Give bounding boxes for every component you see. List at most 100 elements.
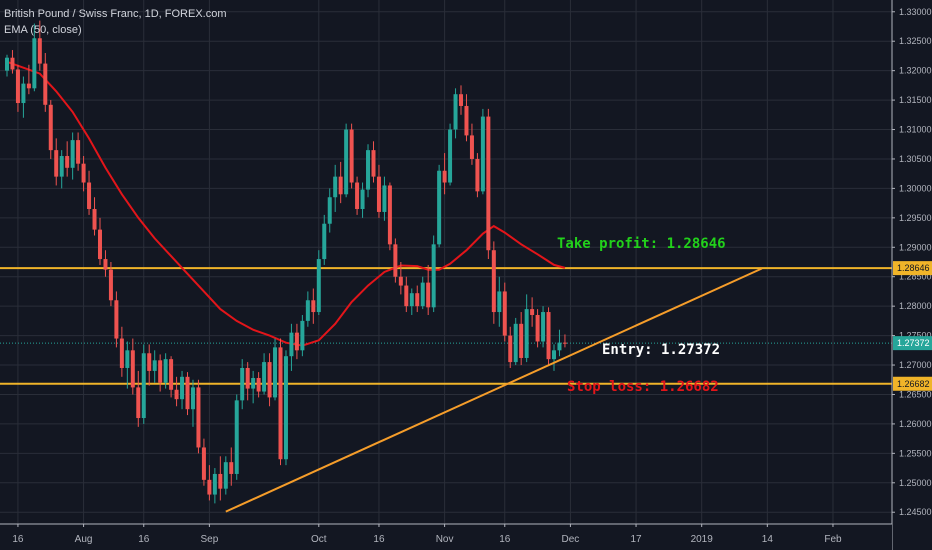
candle[interactable]: [97, 217, 102, 265]
candle[interactable]: [169, 356, 174, 398]
candle[interactable]: [338, 161, 343, 204]
stop-loss-level-price-tag[interactable]: 1.26682: [893, 376, 932, 391]
candle[interactable]: [87, 170, 92, 215]
candle[interactable]: [163, 353, 168, 389]
candle[interactable]: [322, 214, 327, 265]
candle[interactable]: [207, 465, 212, 501]
candle[interactable]: [431, 235, 436, 313]
candle[interactable]: [108, 262, 113, 307]
candle[interactable]: [371, 141, 376, 183]
candle[interactable]: [15, 64, 20, 112]
support-trendline[interactable]: [225, 267, 763, 513]
candle[interactable]: [136, 370, 141, 427]
candle[interactable]: [92, 197, 97, 236]
candle[interactable]: [180, 370, 185, 410]
candle[interactable]: [502, 282, 507, 342]
candle[interactable]: [174, 376, 179, 407]
candle[interactable]: [229, 447, 234, 486]
candle[interactable]: [464, 94, 469, 142]
candle[interactable]: [201, 438, 206, 486]
candle[interactable]: [5, 54, 9, 77]
candle[interactable]: [415, 285, 420, 313]
candle[interactable]: [81, 156, 86, 192]
candle[interactable]: [442, 153, 447, 195]
take-profit-level-price-tag[interactable]: 1.28646: [893, 261, 932, 276]
candle[interactable]: [212, 468, 217, 504]
candle[interactable]: [147, 344, 152, 386]
candle[interactable]: [223, 456, 228, 495]
candle[interactable]: [251, 370, 256, 404]
candles[interactable]: [5, 20, 567, 504]
candle[interactable]: [437, 164, 442, 248]
candle[interactable]: [245, 362, 250, 401]
candle[interactable]: [59, 150, 64, 189]
candle[interactable]: [54, 138, 59, 186]
candle[interactable]: [535, 309, 540, 348]
candle[interactable]: [530, 297, 535, 327]
candle[interactable]: [26, 64, 31, 95]
candle[interactable]: [267, 353, 272, 407]
candle[interactable]: [125, 341, 130, 389]
candle[interactable]: [76, 132, 81, 171]
candle[interactable]: [240, 359, 245, 410]
candle[interactable]: [459, 85, 464, 115]
candle[interactable]: [327, 188, 332, 233]
candle[interactable]: [21, 76, 26, 118]
candle[interactable]: [234, 394, 239, 480]
price-levels[interactable]: [0, 267, 892, 385]
candle[interactable]: [130, 338, 135, 395]
candle[interactable]: [196, 379, 201, 454]
candle[interactable]: [557, 329, 562, 357]
candle[interactable]: [513, 317, 518, 366]
candle[interactable]: [376, 164, 381, 218]
candle[interactable]: [491, 241, 496, 324]
candle[interactable]: [524, 294, 529, 363]
candle[interactable]: [519, 312, 524, 366]
candle[interactable]: [562, 334, 567, 348]
candle[interactable]: [420, 276, 425, 310]
current-price-tag[interactable]: 1.27372: [893, 336, 932, 351]
candle[interactable]: [448, 123, 453, 186]
candle[interactable]: [190, 379, 195, 427]
candle[interactable]: [114, 291, 119, 348]
candle[interactable]: [398, 262, 403, 295]
candle[interactable]: [508, 326, 513, 368]
candle[interactable]: [480, 108, 485, 195]
candle[interactable]: [70, 132, 75, 180]
candle[interactable]: [294, 323, 299, 360]
candle[interactable]: [273, 338, 278, 401]
candle[interactable]: [289, 323, 294, 371]
candle[interactable]: [497, 276, 502, 327]
candle[interactable]: [185, 372, 190, 416]
candle[interactable]: [37, 20, 42, 71]
candle[interactable]: [546, 307, 551, 366]
candle[interactable]: [305, 291, 310, 327]
candle[interactable]: [65, 141, 70, 177]
candle[interactable]: [541, 306, 546, 348]
candle[interactable]: [43, 52, 48, 112]
candle[interactable]: [349, 123, 354, 189]
candle[interactable]: [158, 354, 163, 392]
candle[interactable]: [103, 250, 108, 277]
candle[interactable]: [426, 264, 431, 315]
candle[interactable]: [48, 100, 53, 159]
candle[interactable]: [552, 344, 556, 371]
candle[interactable]: [316, 250, 321, 315]
candle[interactable]: [355, 176, 360, 215]
candle[interactable]: [360, 182, 365, 218]
candle[interactable]: [344, 123, 349, 198]
candle[interactable]: [119, 326, 124, 377]
candle[interactable]: [469, 123, 474, 165]
candle[interactable]: [486, 108, 491, 260]
candle[interactable]: [152, 350, 157, 383]
candle[interactable]: [393, 238, 398, 283]
candle[interactable]: [409, 288, 414, 315]
candle[interactable]: [300, 314, 305, 357]
candle[interactable]: [311, 288, 316, 324]
candle[interactable]: [32, 23, 37, 92]
candle[interactable]: [283, 350, 288, 466]
candle[interactable]: [453, 88, 458, 139]
candle[interactable]: [141, 344, 146, 424]
candle[interactable]: [333, 164, 338, 212]
